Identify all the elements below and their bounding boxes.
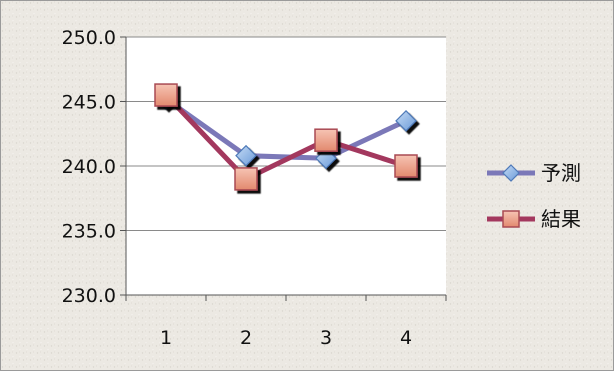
data-point [234,167,258,191]
data-point [314,128,338,152]
data-point [315,147,337,170]
series-2 [154,83,418,191]
data-point [235,144,257,167]
y-axis-tick-labels: 230.0 235.0 240.0 245.0 250.0 [62,27,116,307]
y-tick-label: 240.0 [62,156,116,178]
axes [120,36,447,301]
x-tick-label: 3 [320,327,332,349]
x-tick-label: 2 [240,327,252,349]
data-point [395,110,417,132]
data-point [154,83,178,107]
data-point [394,154,418,178]
legend-label: 予測 [541,161,581,185]
y-tick-label: 230.0 [62,285,116,307]
x-tick-label: 4 [400,327,412,349]
x-tick-label: 1 [160,327,172,349]
legend-entry: 結果 [487,207,581,231]
legend-marker [502,164,520,182]
y-tick-label: 250.0 [62,27,116,49]
y-tick-label: 235.0 [62,221,116,243]
series-group [154,83,418,191]
legend-marker [502,210,520,228]
legend-entry: 予測 [487,161,581,185]
series-line [163,92,409,182]
y-tick-label: 245.0 [62,92,116,114]
gridlines [126,36,446,231]
legend-label: 結果 [541,207,581,231]
x-axis-tick-labels: 1 2 3 4 [160,327,412,349]
